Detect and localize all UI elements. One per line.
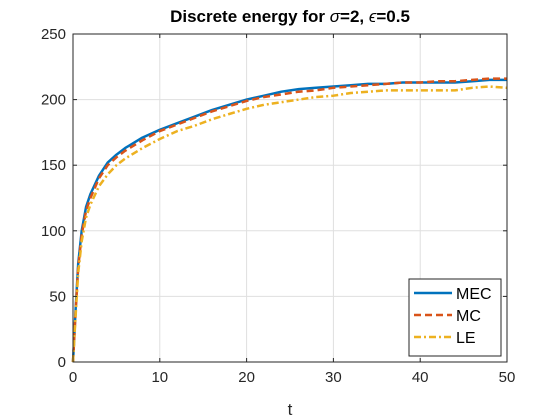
tick-labels: 0 10 20 30 40 50 0 50 100 150 200 250 [41,26,515,386]
legend-label-le: LE [456,330,476,347]
x-tick-label: 10 [151,369,168,386]
axes [72,33,508,363]
legend-label-mec: MEC [456,286,492,303]
series-line-mc [71,77,507,363]
legend: MEC MC LE [408,278,502,357]
y-tick-label: 200 [41,92,66,109]
y-tick-label: 150 [41,157,66,174]
series-line-le [71,85,508,363]
x-tick-label: 0 [69,369,77,386]
y-tick-label: 250 [41,26,66,43]
x-axis-label: t [288,400,293,419]
y-tick-label: 100 [41,223,66,240]
y-tick-label: 0 [58,354,66,371]
x-tick-label: 40 [412,369,429,386]
x-tick-label: 20 [238,369,255,386]
x-tick-label: 50 [499,369,516,386]
legend-label-mc: MC [456,308,481,325]
series-group [71,77,508,363]
y-tick-label: 50 [49,288,66,305]
axes-box [72,33,508,363]
chart-title: Discrete energy for σ=2, ϵ=0.5 [170,7,410,26]
x-tick-label: 30 [325,369,342,386]
